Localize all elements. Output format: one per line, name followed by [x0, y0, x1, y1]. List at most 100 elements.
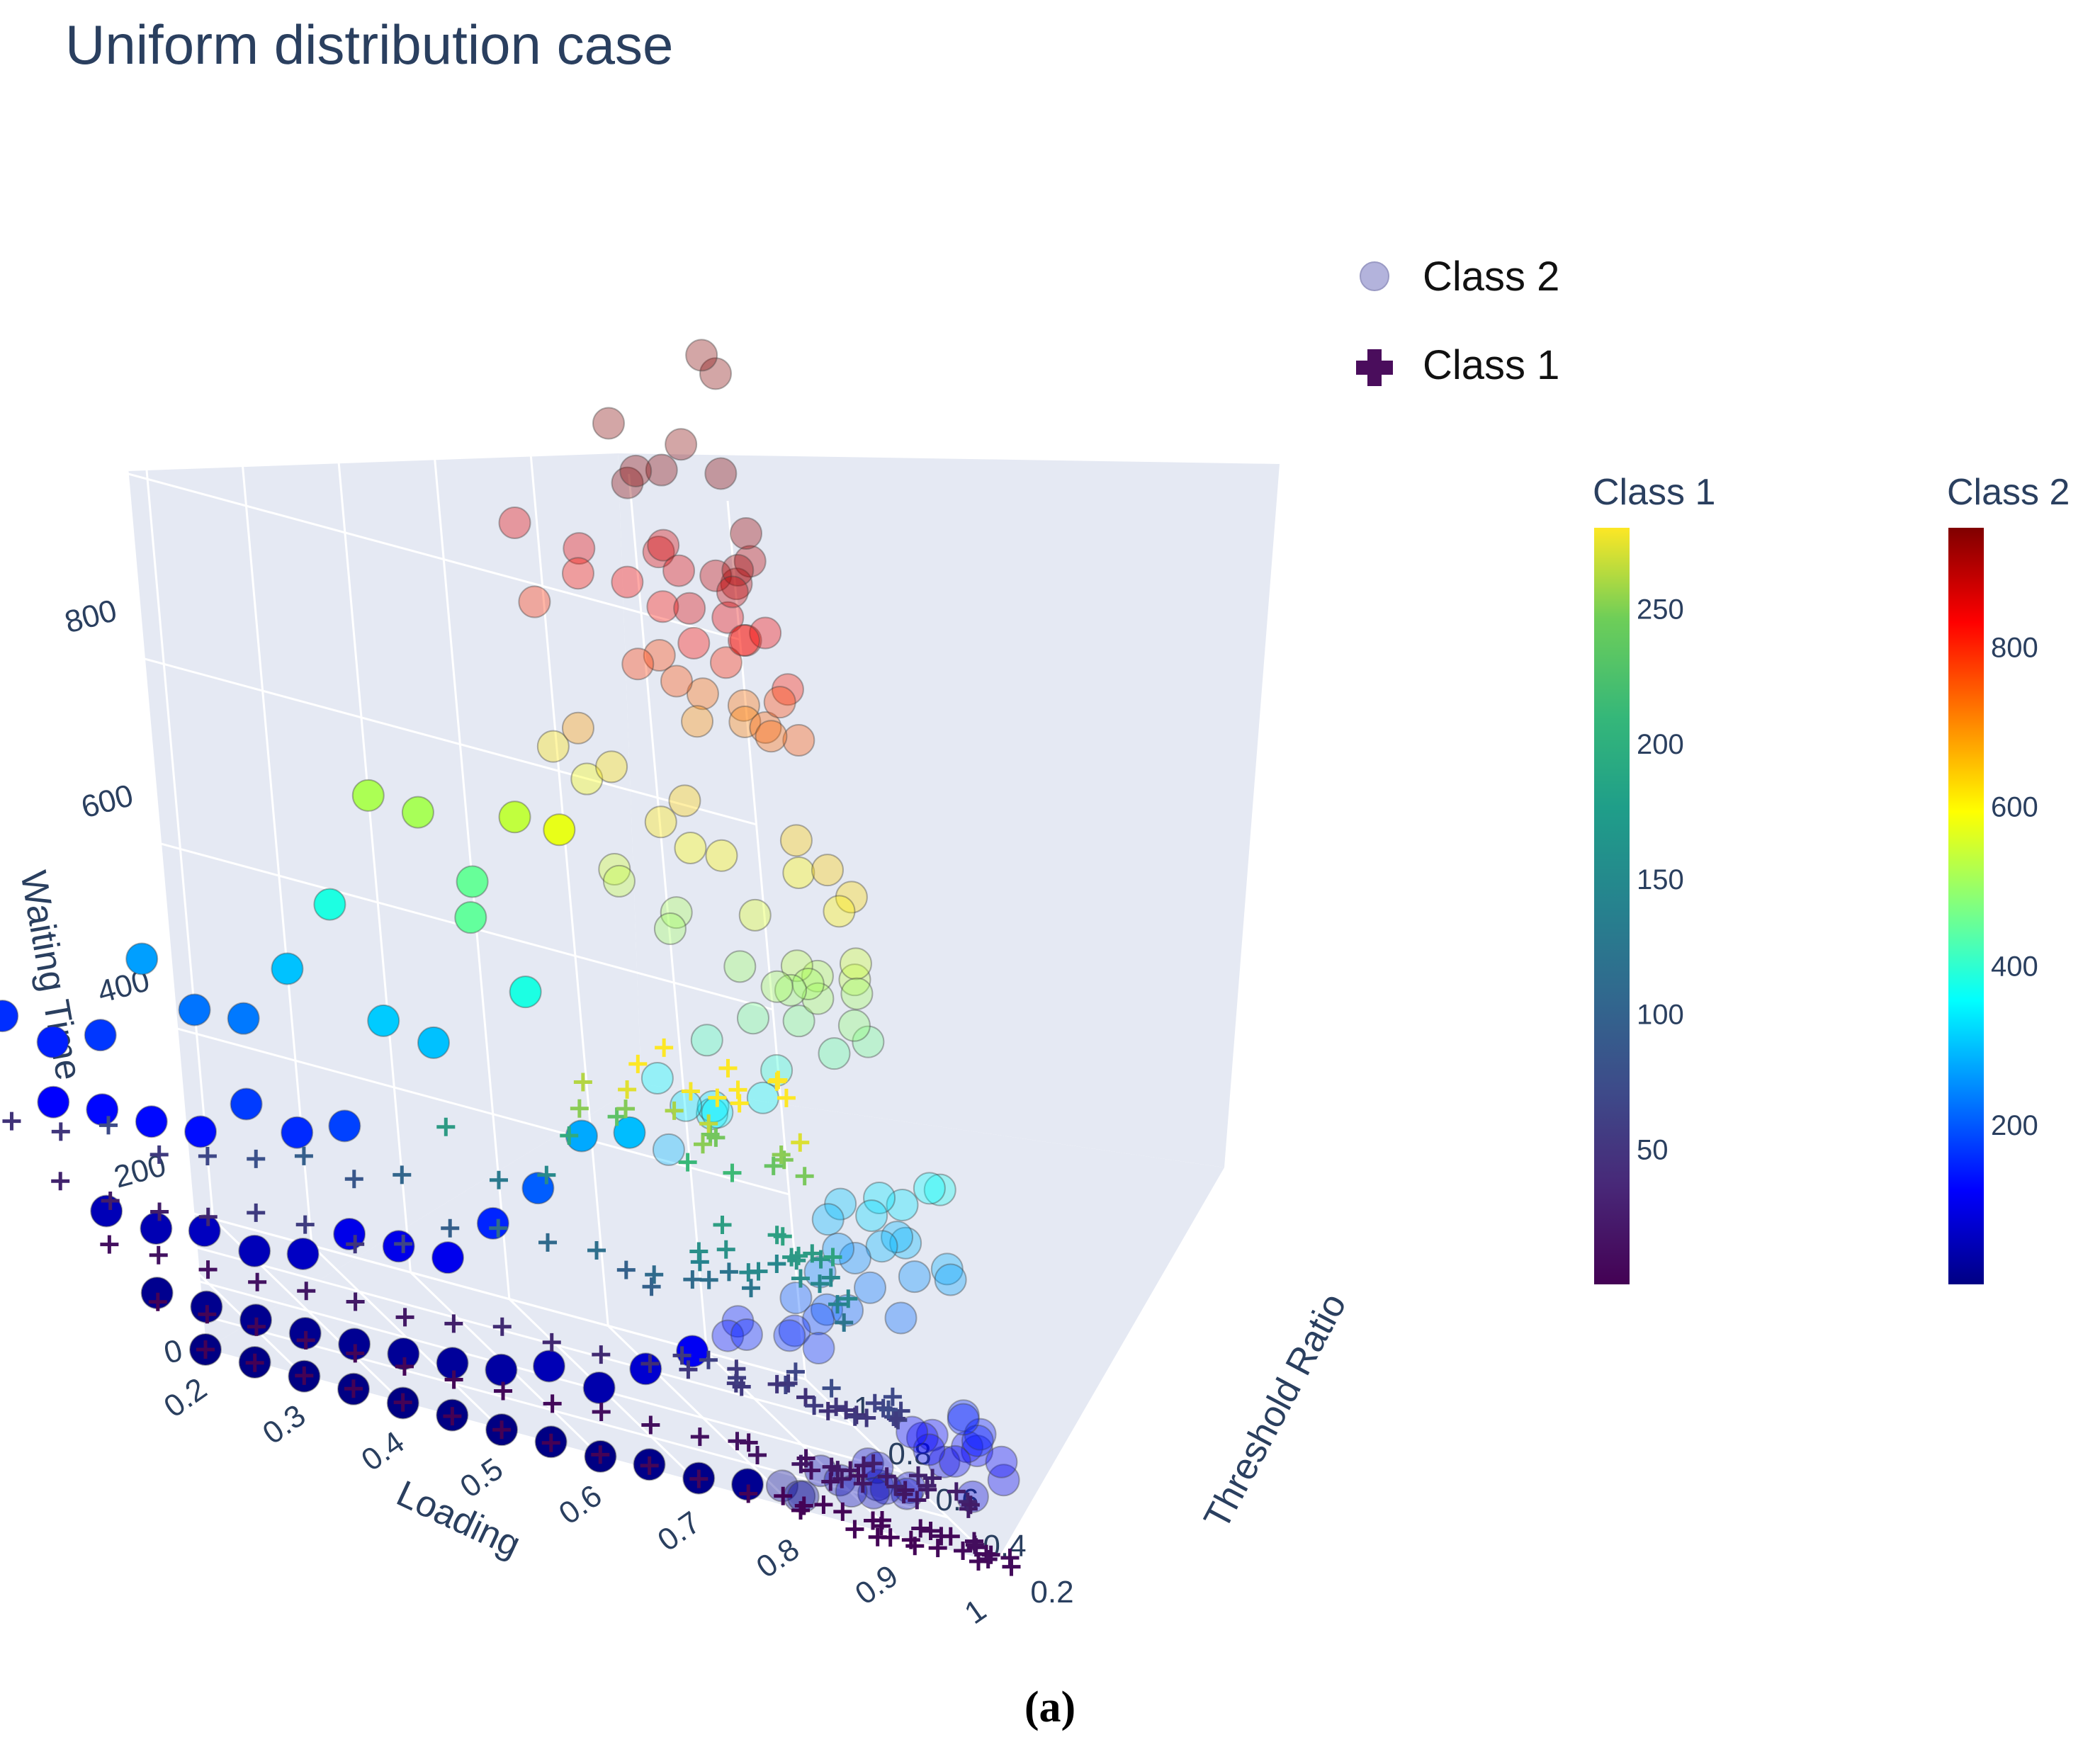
class-2-point	[238, 1234, 271, 1267]
class-1-point	[877, 1467, 896, 1486]
class-1-point	[833, 1502, 852, 1521]
class-1-point	[958, 1492, 977, 1511]
class-1-point	[245, 1353, 264, 1372]
class-2-point	[837, 1009, 871, 1042]
class-2-point	[140, 1212, 173, 1245]
class-1-point	[542, 1333, 561, 1352]
class-2-point	[915, 1418, 949, 1452]
class-1-point	[393, 1165, 412, 1184]
class-2-point	[711, 1319, 745, 1352]
class-1-point	[719, 1262, 738, 1282]
legend: Class 2 Class 1	[1356, 254, 1559, 388]
class-1-point	[739, 1263, 758, 1282]
class-2-point	[351, 779, 385, 812]
class-2-point	[898, 1260, 931, 1294]
class-2-point	[884, 1301, 918, 1335]
class-2-point	[660, 896, 693, 929]
class-1-point	[693, 1135, 712, 1154]
class-1-point	[538, 1233, 558, 1252]
gridline-wall-x	[134, 340, 215, 1219]
class-2-point	[690, 1024, 723, 1057]
class-2-point	[801, 982, 835, 1015]
class-2-point	[823, 895, 856, 928]
class-1-point	[541, 1433, 560, 1452]
class-2-point	[454, 901, 487, 934]
class-1-point	[845, 1520, 864, 1539]
class-1-point	[706, 1128, 726, 1147]
class-1-point	[346, 1235, 365, 1254]
colorbar-tick-label: 150	[1637, 864, 1684, 895]
class-2-point	[86, 1093, 119, 1126]
class-2-point	[686, 677, 719, 711]
colorbar-class-2: Class 2 200 400 600 800	[1947, 472, 2070, 1284]
class-2-point	[749, 616, 782, 650]
class-1-point	[786, 1362, 805, 1381]
x-axis-title: Loading	[390, 1473, 526, 1566]
class-2-point	[780, 949, 813, 983]
class-2-point	[518, 585, 551, 618]
class-2-point	[802, 1332, 835, 1365]
z-tick-label: 800	[61, 593, 120, 640]
class-1-point	[198, 1147, 217, 1166]
class-1-point	[810, 1274, 829, 1294]
class-2-point	[723, 950, 757, 983]
class-2-point	[774, 973, 808, 1007]
class-1-point	[295, 1215, 315, 1234]
class-1-point	[395, 1308, 414, 1327]
legend-item-class-1[interactable]: Class 1	[1356, 336, 1559, 388]
class-2-point	[779, 824, 813, 857]
class-1-point	[573, 1073, 592, 1092]
x-tick-label: 1	[959, 1593, 993, 1631]
class-2-point	[230, 1087, 263, 1121]
class-1-point	[99, 1116, 118, 1135]
class-2-point	[640, 1062, 674, 1095]
class-2-point	[889, 1226, 922, 1260]
class-1-point	[2, 1112, 21, 1131]
class-1-point	[947, 1482, 966, 1501]
class-2-point	[660, 664, 693, 698]
chart-title: Uniform distribution case	[65, 13, 673, 76]
class-2-point	[782, 1005, 815, 1038]
class-2-point	[779, 1282, 813, 1315]
class-1-point	[618, 1080, 637, 1099]
class-2-point	[746, 1081, 779, 1114]
legend-circle-icon	[1360, 261, 1389, 291]
class-1-point	[592, 1402, 611, 1421]
class-1-point	[679, 1360, 698, 1379]
class-1-point	[1000, 1549, 1020, 1568]
class-2-point	[333, 1218, 366, 1251]
class-1-point	[198, 1305, 217, 1324]
class-2-point	[730, 1318, 763, 1351]
class-1-point	[645, 1265, 664, 1284]
legend-item-class-2[interactable]: Class 2	[1360, 254, 1559, 300]
class-1-point	[730, 1094, 749, 1113]
back-wall-right	[618, 453, 1280, 1167]
class-1-point	[969, 1552, 988, 1571]
class-1-point	[732, 1377, 751, 1396]
colorbar-tick-label: 400	[1991, 951, 2038, 982]
class-1-point	[699, 1114, 718, 1133]
gridline-left-z	[0, 473, 141, 611]
class-1-point	[642, 1277, 661, 1296]
class-1-point	[764, 1156, 783, 1175]
class-1-point	[444, 1314, 463, 1333]
class-1-point	[198, 1207, 218, 1226]
gridline-right-z	[0, 979, 790, 1196]
class-1-point	[699, 1270, 718, 1289]
class-1-point	[51, 1172, 70, 1191]
class-2-point	[709, 646, 743, 679]
class-2-point	[611, 565, 644, 599]
class-2-point	[431, 1241, 465, 1274]
class-2-point	[839, 947, 872, 980]
class-1-point	[678, 1153, 697, 1172]
class-1-point	[587, 1241, 606, 1260]
class-1-point	[818, 1401, 837, 1420]
class-1-point	[148, 1292, 167, 1311]
class-2-point	[0, 1000, 19, 1033]
x-tick-label: 0.7	[651, 1505, 706, 1558]
class-2-point	[824, 1187, 857, 1221]
class-2-point	[811, 1293, 844, 1326]
class-2-point	[561, 557, 594, 590]
class-2-point	[178, 993, 211, 1026]
gridline-wall-x	[430, 420, 511, 1299]
